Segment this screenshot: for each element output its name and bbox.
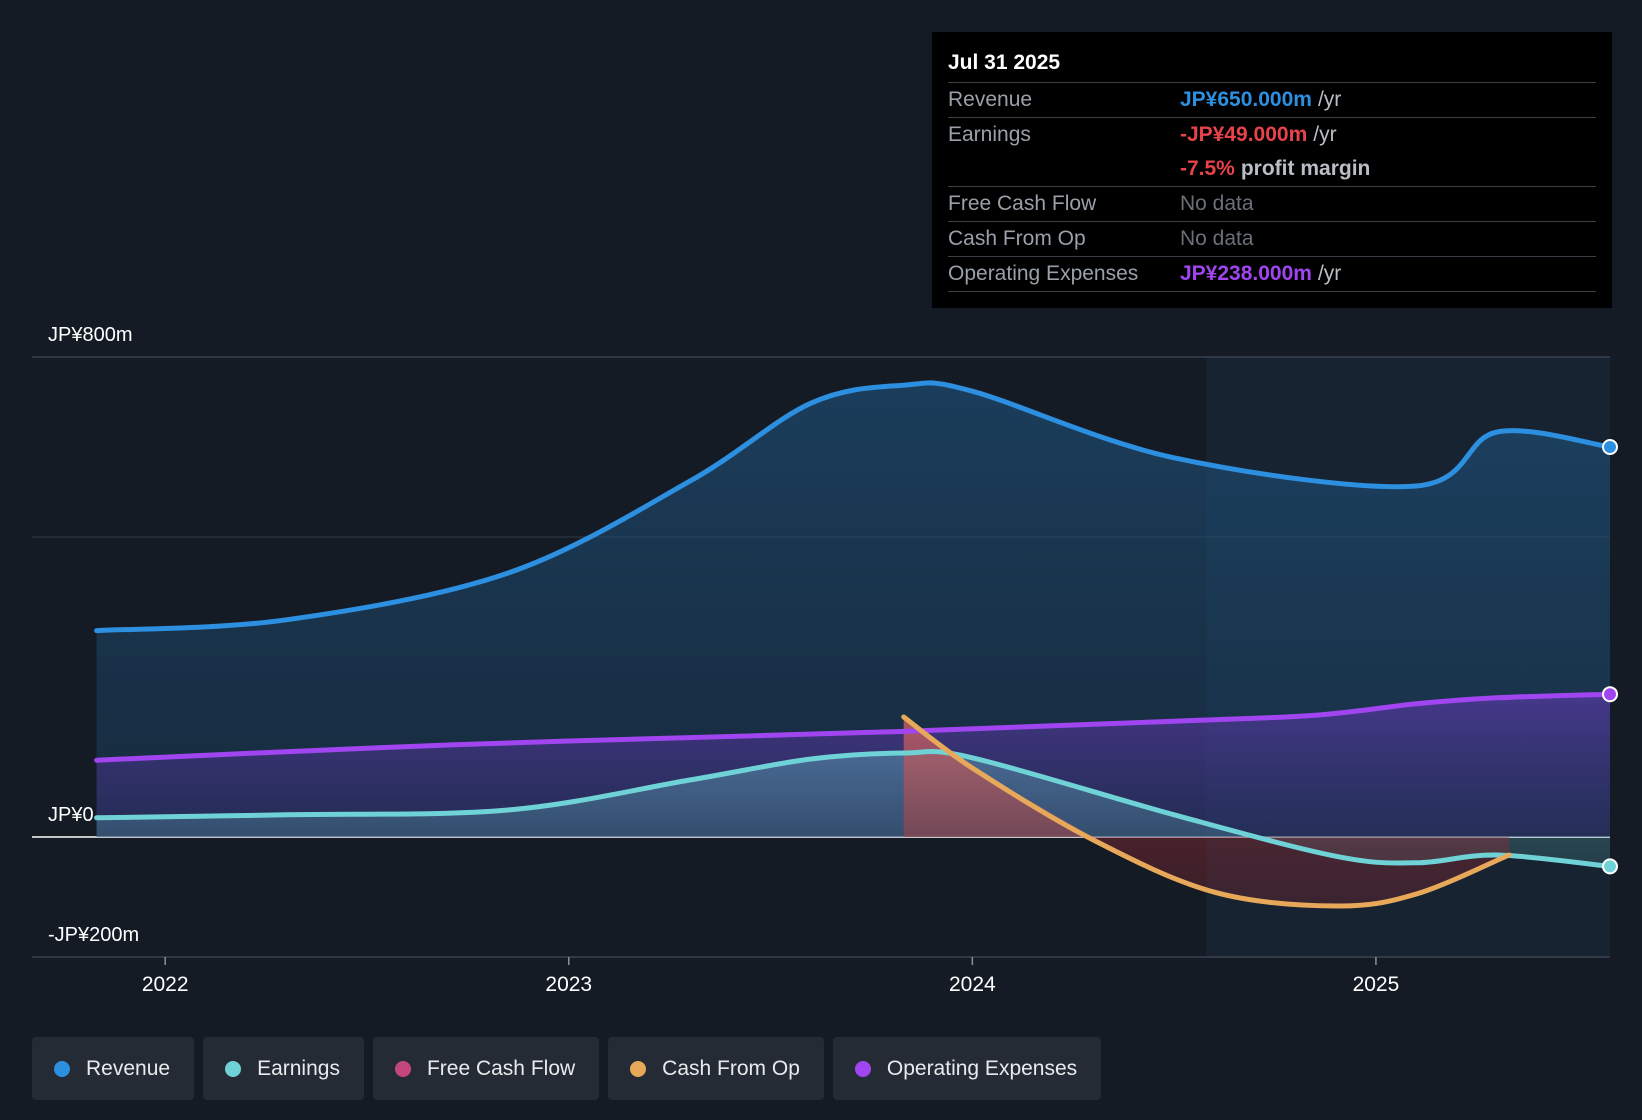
earnings-line (94, 748, 1613, 869)
legend-cash-from-op[interactable]: Cash From Op (608, 1037, 824, 1100)
legend-free-cash-flow-label: Free Cash Flow (426, 1056, 576, 1080)
tooltip-revenue-label: Revenue (948, 88, 1033, 111)
tooltip-margin-row: -7.5% profit margin (948, 152, 1596, 187)
x-axis: 2022 2023 2024 2025 (142, 957, 1399, 996)
tooltip-earnings-value: -JP¥49.000m (1180, 123, 1308, 146)
tooltip-opex-row: Operating Expenses JP¥238.000m/yr (948, 257, 1596, 292)
chart-legend: Revenue Earnings Free Cash Flow Cash Fro… (32, 1037, 1102, 1100)
x-tick-label-2022: 2022 (142, 973, 189, 996)
tooltip-margin-value: -7.5% (1180, 157, 1235, 180)
tooltip-fcf-value: No data (1180, 192, 1254, 215)
tooltip-date: Jul 31 2025 (948, 44, 1596, 83)
x-tick-label-2023: 2023 (545, 973, 592, 996)
y-label-top: JP¥800m (48, 324, 133, 346)
tooltip-opex-value: JP¥238.000m (1180, 262, 1312, 285)
revenue-dot-icon (54, 1060, 70, 1077)
tooltip-opex-label: Operating Expenses (948, 262, 1139, 285)
tooltip-cfo-label: Cash From Op (948, 227, 1086, 250)
earnings-dot-icon (225, 1060, 242, 1077)
tooltip-cfo-value: No data (1180, 227, 1254, 250)
cash-from-op-dot-icon (630, 1060, 647, 1077)
tooltip-fcf-row: Free Cash Flow No data (948, 187, 1596, 222)
tooltip-cfo-row: Cash From Op No data (948, 222, 1596, 257)
x-tick-label-2024: 2024 (949, 973, 996, 996)
revenue-line (94, 380, 1613, 634)
revenue-endpoint (1602, 439, 1618, 455)
legend-revenue-label: Revenue (86, 1056, 171, 1080)
legend-operating-expenses[interactable]: Operating Expenses (832, 1037, 1102, 1100)
free-cash-flow-dot-icon (394, 1060, 411, 1077)
tooltip-fcf-label: Free Cash Flow (948, 192, 1097, 215)
legend-revenue[interactable]: Revenue (32, 1037, 195, 1100)
earnings-endpoint (1602, 858, 1618, 875)
legend-earnings[interactable]: Earnings (203, 1037, 364, 1100)
tooltip-earnings-row: Earnings -JP¥49.000m/yr (948, 118, 1596, 152)
y-label-bottom: -JP¥200m (48, 924, 139, 946)
tooltip-earnings-label: Earnings (948, 123, 1031, 146)
legend-operating-expenses-label: Operating Expenses (886, 1056, 1078, 1080)
legend-cash-from-op-label: Cash From Op (662, 1056, 800, 1080)
legend-earnings-label: Earnings (257, 1056, 340, 1080)
data-tooltip: Jul 31 2025 Revenue JP¥650.000m/yr Earni… (932, 32, 1612, 308)
cash-from-op-positive-area (903, 717, 1094, 837)
tooltip-earnings-unit: /yr (1313, 123, 1337, 146)
x-tick-label-2025: 2025 (1353, 973, 1400, 996)
tooltip-revenue-row: Revenue JP¥650.000m/yr (948, 83, 1596, 118)
tooltip-revenue-unit: /yr (1317, 88, 1342, 111)
series-lines (94, 380, 1613, 909)
operating-expenses-dot-icon (854, 1060, 871, 1077)
cash-from-op-line (901, 714, 1512, 909)
earnings-area (96, 751, 1611, 867)
tooltip-opex-unit: /yr (1317, 262, 1342, 285)
tooltip-margin-label: profit margin (1240, 157, 1371, 180)
operating-expenses-line (94, 691, 1613, 763)
tooltip-revenue-value: JP¥650.000m (1180, 88, 1312, 111)
operating-expenses-endpoint (1602, 686, 1618, 703)
series-endpoints (1602, 439, 1618, 875)
y-label-zero: JP¥0 (48, 804, 94, 826)
legend-free-cash-flow[interactable]: Free Cash Flow (372, 1037, 600, 1100)
